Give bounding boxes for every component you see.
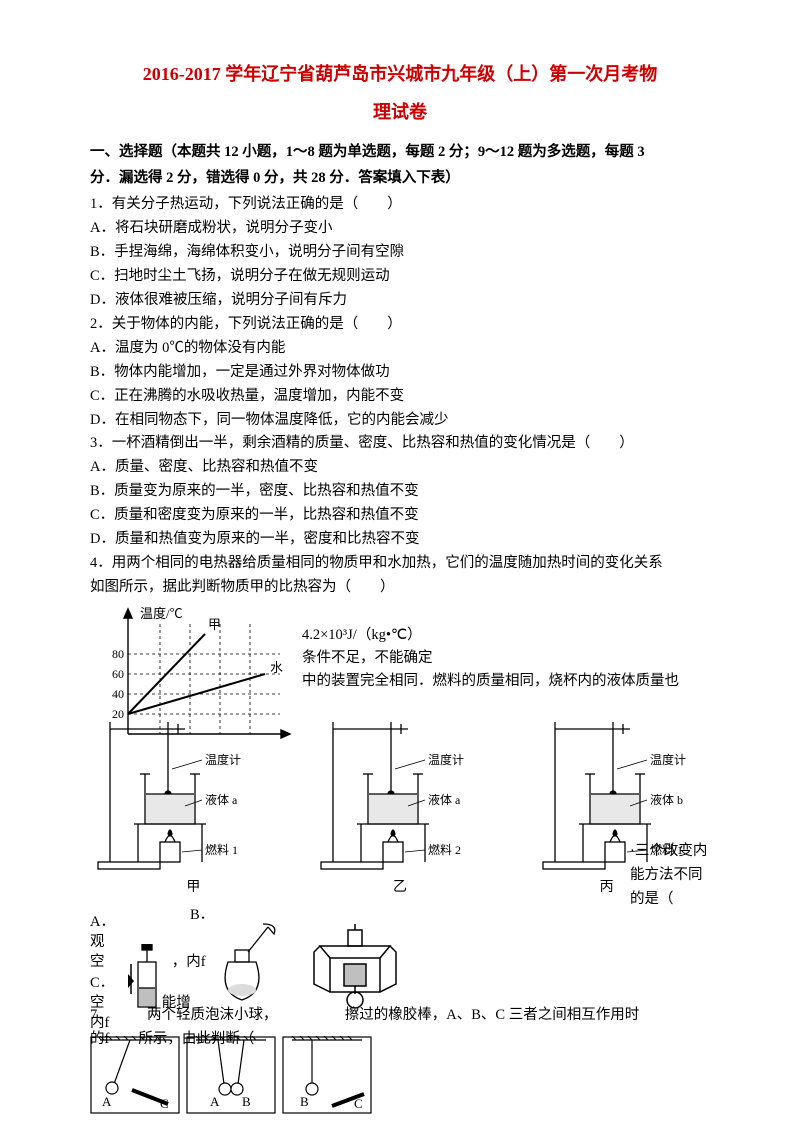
exam-title-line2: 理试卷 — [90, 98, 710, 128]
apparatus-label-1: 甲 — [186, 876, 200, 899]
q6-b-label: B． — [190, 904, 214, 928]
q4-extra-text: 4.2×10³J/（kg•℃） 条件不足，不能确定 中的装置完全相同．燃料的质量… — [302, 624, 702, 694]
q4-b-value: 4.2×10³J/（kg•℃） — [302, 624, 702, 647]
chart-y-label: 温度/℃ — [140, 606, 183, 621]
svg-text:液体 b: 液体 b — [650, 792, 683, 807]
q6-fig-b — [208, 922, 288, 1016]
q3-stem: 3．一杯酒精倒出一半，剩余酒精的质量、密度、比热容和热值的变化情况是（ ） — [90, 432, 710, 456]
apparatus-1: 温度计 液体 a 燃料 1 — [90, 714, 265, 883]
q2-stem: 2．关于物体的内能，下列说法正确的是（ ） — [90, 313, 710, 337]
svg-text:40: 40 — [112, 687, 124, 701]
svg-text:燃料 2: 燃料 2 — [428, 842, 461, 857]
q1-stem: 1．有关分子热运动，下列说法正确的是（ ） — [90, 193, 710, 217]
q1-option-c: C．扫地时尘土飞扬，说明分子在做无规则运动 — [90, 265, 710, 289]
section1-heading-l2: 分．漏选得 2 分，错选得 0 分，共 28 分．答案填入下表） — [90, 167, 710, 191]
fuel-label-1: 燃料 1 — [205, 842, 238, 857]
svg-text:温度计: 温度计 — [428, 752, 464, 767]
apparatus-row: 温度计 液体 a 燃料 1 — [90, 714, 710, 883]
svg-text:甲: 甲 — [208, 617, 221, 632]
svg-text:B: B — [242, 1094, 251, 1109]
apparatus-2: 温度计 液体 a 燃料 2 — [313, 714, 488, 883]
apparatus-labels: 甲 乙 丙 — [90, 876, 710, 899]
q6-kong1: 空 — [90, 954, 105, 970]
q4-stem-l2: 如图所示，据此判断物质甲的比热容为（ ） — [90, 576, 710, 600]
q3-option-a: A．质量、密度、比热容和热值不变 — [90, 456, 710, 480]
q2-option-b: B．物体内能增加，一定是通过外界对物体做功 — [90, 361, 710, 385]
svg-text:水: 水 — [270, 660, 283, 675]
pendulum-2: A B — [186, 1036, 276, 1114]
pendulum-3: B C — [282, 1036, 372, 1114]
q4-stem-l1: 4．用两个相同的电热器给质量相同的物质甲和水加热，它们的温度随加热时间的变化关系 — [90, 552, 710, 576]
q7-part1: 两个轻质泡沫小球， — [147, 1007, 278, 1023]
q6-a: A． — [90, 914, 115, 930]
svg-text:80: 80 — [112, 647, 124, 661]
q5-stem-fragment: 中的装置完全相同．燃料的质量相同，烧杯内的液体质量也 — [302, 670, 702, 693]
q1-option-b: B．手捏海绵，海绵体积变小，说明分子间有空隙 — [90, 241, 710, 265]
svg-text:60: 60 — [112, 667, 124, 681]
q7-part2: 擦过的橡胶棒，A、B、C 三者之间相互作用时 — [345, 1007, 639, 1023]
q3-option-d: D．质量和热值变为原来的一半，密度和比热容不变 — [90, 528, 710, 552]
apparatus-label-2: 乙 — [393, 876, 407, 899]
q7-num: 7． — [90, 1007, 112, 1023]
svg-text:A: A — [210, 1094, 220, 1109]
liquid-label-a: 液体 a — [205, 792, 238, 807]
svg-text:C: C — [354, 1096, 363, 1111]
apparatus-label-3: 丙 — [600, 876, 614, 899]
q6-obs: 观 — [90, 934, 105, 950]
svg-text:B: B — [300, 1094, 309, 1109]
exam-title-line1: 2016-2017 学年辽宁省葫芦岛市兴城市九年级（上）第一次月考物 — [90, 60, 710, 90]
q2-option-a: A．温度为 0℃的物体没有内能 — [90, 337, 710, 361]
q2-option-d: D．在相同物态下，同一物体温度降低，它的内能会减少 — [90, 409, 710, 433]
svg-text:C: C — [160, 1096, 169, 1111]
q1-option-a: A．将石块研磨成粉状，说明分子变小 — [90, 217, 710, 241]
pendulum-1: A C — [90, 1036, 180, 1114]
q4-d-value: 条件不足，不能确定 — [302, 647, 702, 670]
q6-c: C． — [90, 975, 114, 991]
svg-text:液体 a: 液体 a — [428, 792, 461, 807]
q3-option-c: C．质量和密度变为原来的一半，比热容和热值不变 — [90, 504, 710, 528]
thermometer-label: 温度计 — [205, 752, 241, 767]
pendulum-row: A C A — [90, 1036, 372, 1114]
q6-nei1: ，内f — [172, 954, 206, 970]
section1-heading-l1: 一、选择题（本题共 12 小题，1～8 题为单选题，每题 2 分；9～12 题为… — [90, 141, 710, 165]
q1-option-d: D．液体很难被压缩，说明分子间有斥力 — [90, 289, 710, 313]
q3-option-b: B．质量变为原来的一半，密度、比热容和热值不变 — [90, 480, 710, 504]
svg-text:温度计: 温度计 — [650, 752, 686, 767]
q2-option-c: C．正在沸腾的水吸收热量，温度增加，内能不变 — [90, 385, 710, 409]
figure-area: 20 40 60 80 温度/℃ 甲 水 4.2×10³J/（kg•℃） 条件不… — [90, 604, 710, 1104]
svg-text:A: A — [102, 1094, 112, 1109]
